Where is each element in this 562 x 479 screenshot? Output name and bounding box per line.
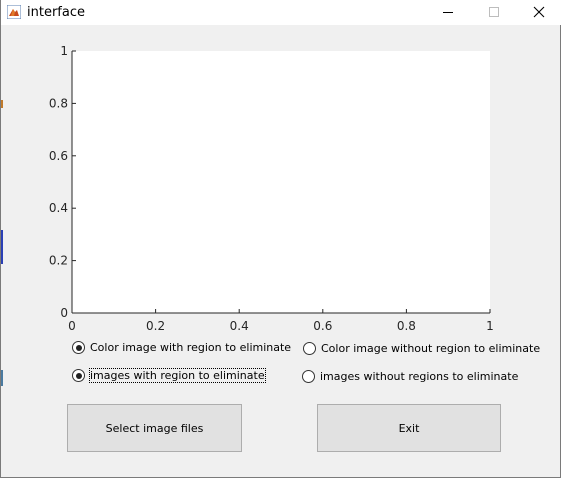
minimize-button[interactable] xyxy=(425,0,471,25)
axis-lines xyxy=(71,51,490,314)
radio-label: images without regions to eliminate xyxy=(320,370,519,383)
minimize-icon xyxy=(443,12,453,13)
radio-indicator xyxy=(303,342,316,355)
radio-label: images with region to eliminate xyxy=(89,368,266,383)
x-tick-label: 0 xyxy=(68,319,76,333)
radio-images-with-region[interactable]: images with region to eliminate xyxy=(72,368,266,383)
x-tick-label: 1 xyxy=(486,319,494,333)
y-axis: 0 0.2 0.4 0.6 0.8 1 xyxy=(49,44,76,320)
title-bar[interactable]: interface xyxy=(1,0,562,25)
y-tick-label: 0.8 xyxy=(49,96,68,110)
y-tick-label: 0.2 xyxy=(49,254,68,268)
exit-button[interactable]: Exit xyxy=(317,404,501,452)
x-tick-label: 0.8 xyxy=(397,319,416,333)
maximize-icon xyxy=(489,7,499,17)
maximize-button[interactable] xyxy=(471,0,517,25)
window-title: interface xyxy=(27,5,85,20)
radio-indicator-selected xyxy=(72,341,85,354)
radio-indicator xyxy=(302,370,315,383)
plot-axes-area[interactable] xyxy=(72,51,490,313)
plot-axes: 0 0.2 0.4 0.6 0.8 1 0 0.2 0.4 0.6 0.8 1 xyxy=(49,44,494,333)
radio-label: Color image without region to eliminate xyxy=(321,342,541,355)
close-icon xyxy=(533,6,545,18)
edge-artifact xyxy=(1,230,3,264)
select-image-files-button[interactable]: Select image files xyxy=(67,404,242,452)
y-tick-label: 0 xyxy=(60,306,68,320)
y-tick-label: 0.4 xyxy=(49,201,68,215)
y-tick-label: 1 xyxy=(60,44,68,58)
x-tick-label: 0.2 xyxy=(146,319,165,333)
radio-label: Color image with region to eliminate xyxy=(90,341,292,354)
radio-indicator-selected xyxy=(72,369,85,382)
radio-color-with-region[interactable]: Color image with region to eliminate xyxy=(72,341,291,354)
close-button[interactable] xyxy=(516,0,562,25)
x-tick-label: 0.6 xyxy=(313,319,332,333)
edge-artifact xyxy=(1,370,3,386)
edge-artifact xyxy=(1,100,3,108)
x-axis: 0 0.2 0.4 0.6 0.8 1 xyxy=(68,309,494,333)
radio-images-without-regions[interactable]: images without regions to eliminate xyxy=(302,370,518,383)
radio-color-without-region[interactable]: Color image without region to eliminate xyxy=(303,342,540,355)
x-tick-label: 0.4 xyxy=(230,319,249,333)
y-tick-label: 0.6 xyxy=(49,149,68,163)
